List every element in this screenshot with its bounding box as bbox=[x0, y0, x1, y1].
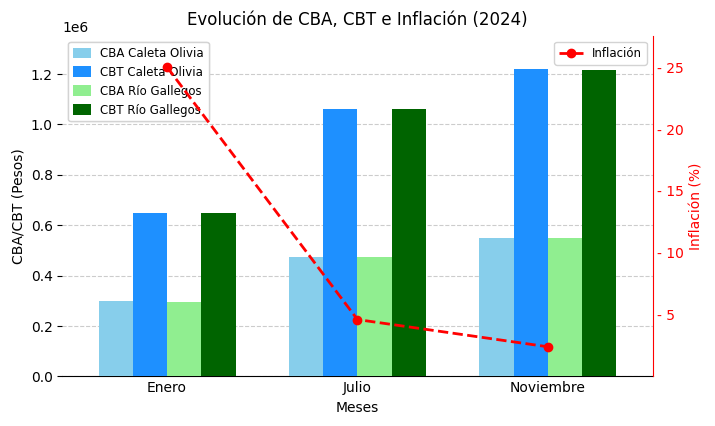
Inflación bbox=[353, 317, 362, 322]
Bar bbox=[133, 213, 167, 377]
Title: Evolución de CBA, CBT e Inflación (2024): Evolución de CBA, CBT e Inflación (2024) bbox=[187, 11, 528, 29]
Inflación bbox=[543, 344, 552, 349]
Legend: CBA Caleta Olivia, CBT Caleta Olivia, CBA Río Gallegos, CBT Río Gallegos: CBA Caleta Olivia, CBT Caleta Olivia, CB… bbox=[69, 42, 209, 121]
X-axis label: Meses: Meses bbox=[336, 401, 379, 415]
Y-axis label: CBA/CBT (Pesos): CBA/CBT (Pesos) bbox=[11, 149, 25, 264]
Bar bbox=[513, 69, 548, 377]
Bar bbox=[99, 301, 133, 377]
Bar bbox=[167, 302, 202, 377]
Y-axis label: Inflación (%): Inflación (%) bbox=[690, 163, 704, 250]
Bar bbox=[582, 70, 616, 377]
Bar bbox=[548, 239, 582, 377]
Bar bbox=[202, 213, 236, 377]
Bar bbox=[392, 109, 426, 377]
Bar bbox=[358, 257, 392, 377]
Bar bbox=[479, 238, 513, 377]
Inflación bbox=[163, 65, 172, 70]
Bar bbox=[323, 109, 358, 377]
Bar bbox=[289, 257, 323, 377]
Legend: Inflación: Inflación bbox=[554, 42, 646, 65]
Line: Inflación: Inflación bbox=[163, 63, 552, 351]
